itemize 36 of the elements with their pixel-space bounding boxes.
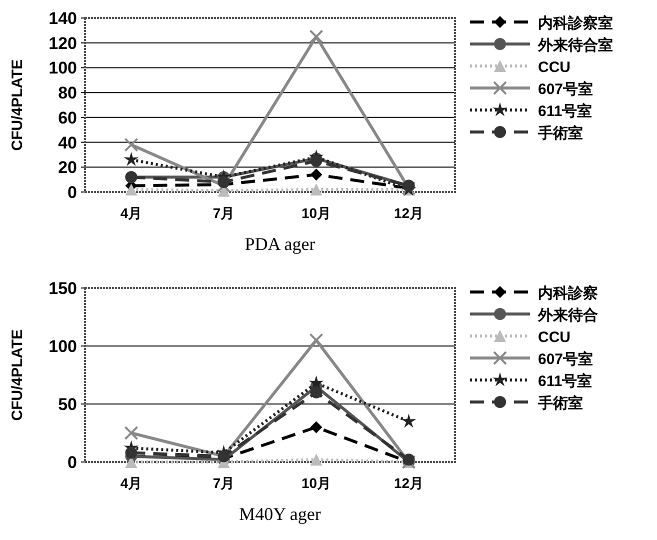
x-tick-label: 7月 (212, 475, 235, 491)
y-axis-title: CFU/4PLATE (9, 59, 26, 151)
legend-label: CCU (538, 59, 570, 76)
x-axis-title: M40Y ager (239, 504, 321, 524)
y-tick-label: 80 (58, 84, 77, 103)
legend-label: 607号室 (538, 80, 594, 98)
legend-label: 内科診察室 (538, 14, 613, 32)
y-tick-label: 100 (48, 337, 77, 356)
y-tick-label: 150 (48, 279, 77, 298)
x-tick-label: 7月 (212, 205, 235, 221)
legend-label: 607号室 (538, 350, 594, 368)
x-tick-label: 4月 (120, 205, 142, 221)
legend-label: 内科診察 (538, 284, 598, 302)
legend-label: 外来待合室 (537, 36, 613, 54)
y-tick-label: 60 (58, 108, 77, 128)
legend-label: 手術室 (537, 124, 583, 142)
legend-label: 外来待合 (537, 307, 598, 324)
legend-label: 611号室 (538, 102, 592, 120)
x-tick-label: 12月 (394, 475, 424, 491)
x-tick-label: 10月 (301, 205, 332, 221)
y-tick-label: 140 (48, 9, 77, 28)
y-tick-label: 100 (48, 58, 77, 78)
legend-label: CCU (538, 329, 570, 346)
y-tick-label: 0 (68, 453, 77, 472)
x-tick-label: 12月 (394, 205, 424, 221)
x-axis-title: PDA ager (244, 234, 316, 254)
y-tick-label: 0 (68, 183, 77, 202)
x-tick-label: 4月 (120, 475, 142, 491)
y-tick-label: 40 (58, 133, 77, 152)
y-axis-title: CFU/4PLATE (9, 329, 26, 421)
y-tick-label: 20 (58, 158, 77, 178)
x-tick-label: 10月 (301, 475, 332, 491)
legend-label: 611号室 (538, 372, 592, 390)
legend-label: 手術室 (537, 394, 583, 412)
y-tick-label: 120 (48, 34, 77, 53)
y-tick-label: 50 (58, 395, 77, 414)
